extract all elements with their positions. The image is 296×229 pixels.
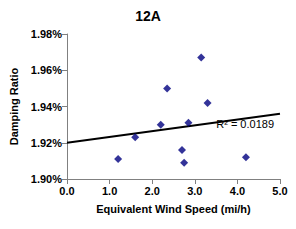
svg-text:2.0: 2.0 — [145, 185, 160, 197]
svg-text:Equivalent Wind Speed (mi/h): Equivalent Wind Speed (mi/h) — [96, 203, 251, 215]
svg-text:0.0: 0.0 — [59, 185, 74, 197]
svg-text:1.98%: 1.98% — [31, 28, 62, 40]
svg-text:1.90%: 1.90% — [31, 173, 62, 185]
svg-text:1.96%: 1.96% — [31, 64, 62, 76]
svg-text:3.0: 3.0 — [187, 185, 202, 197]
svg-text:R² = 0.0189: R² = 0.0189 — [216, 118, 274, 130]
svg-text:1.0: 1.0 — [102, 185, 117, 197]
svg-text:4.0: 4.0 — [230, 185, 245, 197]
svg-text:Damping Ratio: Damping Ratio — [8, 67, 20, 145]
svg-text:5.0: 5.0 — [272, 185, 287, 197]
svg-text:12A: 12A — [135, 8, 161, 24]
svg-text:1.94%: 1.94% — [31, 101, 62, 113]
svg-text:1.92%: 1.92% — [31, 137, 62, 149]
